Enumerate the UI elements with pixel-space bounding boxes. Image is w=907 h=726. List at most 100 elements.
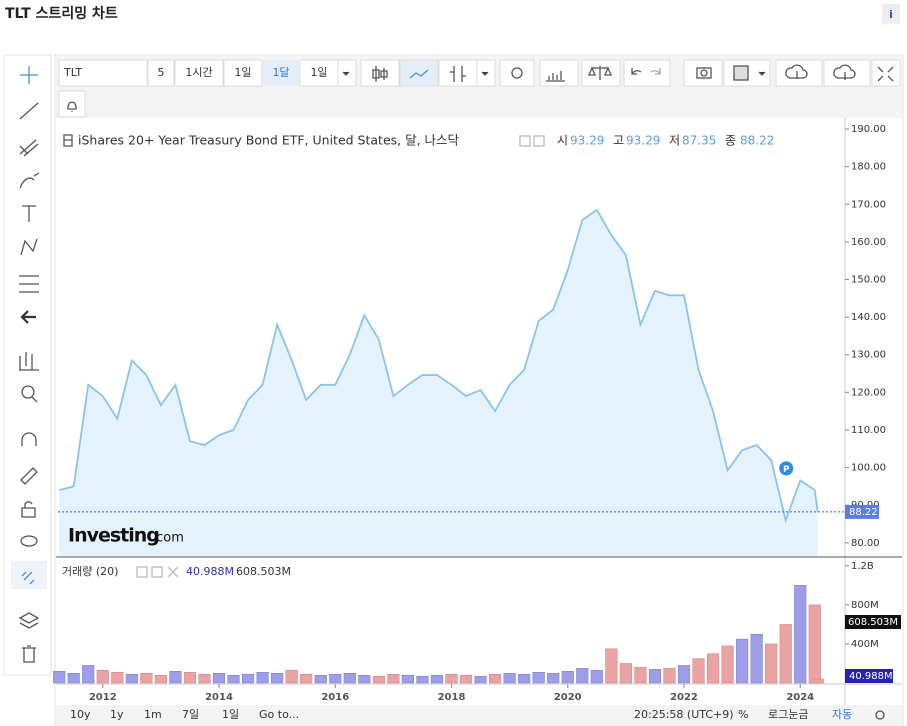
volume-bar (750, 633, 763, 684)
volume-bar (648, 669, 661, 684)
volume-bar (445, 673, 458, 684)
toolbar-icons (67, 64, 894, 112)
volume-bar (605, 648, 618, 684)
x-tick-label: 2016 (321, 692, 349, 703)
plot (53, 208, 824, 684)
volume-bar (140, 672, 153, 684)
volume-bar (212, 672, 226, 684)
settings-icon[interactable] (875, 710, 885, 720)
y-tick-label: 1.2B (851, 561, 874, 572)
x-tick-label: 2012 (89, 692, 117, 703)
y-tick-label: 150.00 (851, 275, 886, 286)
volume-bar (285, 670, 298, 684)
volume-bar (67, 672, 80, 684)
volume-bar (154, 674, 167, 684)
range-button[interactable]: 1m (144, 708, 162, 721)
watermark: Investing (68, 525, 159, 547)
volume-bar (547, 672, 560, 684)
ohlc-value: 87.35 (682, 134, 716, 148)
volume-bar (256, 672, 269, 684)
percent-toggle[interactable]: % (738, 708, 748, 721)
bottom-bar (56, 705, 902, 725)
volume-bar (358, 674, 371, 684)
volume-ma-tag (845, 615, 901, 629)
volume-bar (692, 658, 705, 684)
volume-bar (372, 675, 385, 684)
volume-bar (82, 665, 95, 684)
volume-title: 거래량 (20) (62, 565, 118, 578)
interval[interactable]: 1시간 (185, 66, 212, 79)
y-tick-label: 180.00 (851, 162, 886, 173)
volume-bar (532, 672, 545, 684)
log-toggle[interactable]: 로그눈금 (768, 708, 808, 721)
symbol-input[interactable] (58, 59, 148, 87)
x-tick-label: 2020 (554, 692, 582, 703)
range-button[interactable]: 1y (110, 708, 124, 721)
volume-bar (300, 673, 313, 684)
volume-bar (401, 674, 414, 684)
draw-tools[interactable] (11, 66, 47, 663)
ohlc-label: 고 (613, 134, 624, 148)
legend-icons[interactable] (136, 135, 545, 578)
interval-active[interactable]: 1달 (272, 66, 289, 79)
volume-bar (111, 672, 124, 684)
volume-bar (619, 663, 632, 684)
y-tick-label: 160.00 (851, 237, 886, 248)
event-marker-label: P (783, 465, 790, 475)
symbol[interactable]: TLT (63, 66, 82, 79)
clock: 20:25:58 (UTC+9) (634, 708, 734, 721)
volume-bar (271, 672, 284, 684)
volume-bar (430, 674, 444, 684)
info-icon[interactable]: i (889, 8, 893, 21)
volume-bar (634, 667, 647, 684)
volume-bar (474, 675, 487, 684)
y-tick-label: 190.00 (851, 124, 886, 135)
ohlc-label: 저 (669, 134, 680, 148)
interval[interactable]: 1일 (234, 65, 251, 79)
y-tick-label: 80.00 (851, 538, 880, 549)
auto-toggle[interactable]: 자동 (832, 708, 852, 721)
volume-bar (590, 670, 603, 684)
volume-bar (765, 643, 778, 684)
event-marker (779, 461, 794, 476)
volume-bar (314, 674, 327, 684)
volume-bar (53, 671, 66, 684)
range-button[interactable]: 1일 (222, 707, 239, 721)
y-tick-label: 800M (851, 600, 879, 611)
y-tick-label: 120.00 (851, 387, 886, 398)
volume-bar (779, 624, 792, 684)
info-button[interactable] (882, 4, 900, 24)
volume-bar (736, 638, 749, 684)
price-line (58, 208, 819, 524)
volume-bar (416, 675, 429, 684)
y-tick-label: 170.00 (851, 199, 886, 210)
volume-bar (329, 673, 342, 684)
y-tick-label: 110.00 (851, 425, 886, 436)
range-button[interactable]: 10y (70, 708, 91, 721)
x-tick-label: 2024 (786, 692, 814, 703)
interval[interactable]: 5 (158, 66, 165, 79)
volume-bar (518, 673, 531, 684)
x-tick-label: 2014 (205, 692, 233, 703)
volume-bar (706, 653, 720, 684)
ohlc-label: 종 (725, 134, 736, 148)
volume-tag (845, 669, 893, 683)
volume-bar (503, 672, 516, 684)
volume-bar (387, 673, 400, 684)
range-button[interactable]: 7일 (182, 707, 199, 721)
interval[interactable]: 1일 (310, 65, 327, 79)
volume-bar (343, 672, 356, 684)
volume-ma-legend-value: 608.503M (236, 565, 291, 578)
collapse-icon[interactable] (63, 134, 73, 147)
toolbar-buttons[interactable] (58, 59, 901, 118)
active-interval (263, 60, 299, 86)
volume-ma-tag-label: 608.503M (848, 617, 898, 628)
volume-bar (459, 674, 473, 684)
volume-bar (721, 645, 734, 684)
y-tick-label: 130.00 (851, 350, 886, 361)
volume-legend-value: 40.988M (186, 565, 234, 578)
goto-button[interactable]: Go to... (259, 708, 299, 721)
volume-bar (489, 673, 502, 684)
ohlc-value: 88.22 (740, 134, 774, 148)
